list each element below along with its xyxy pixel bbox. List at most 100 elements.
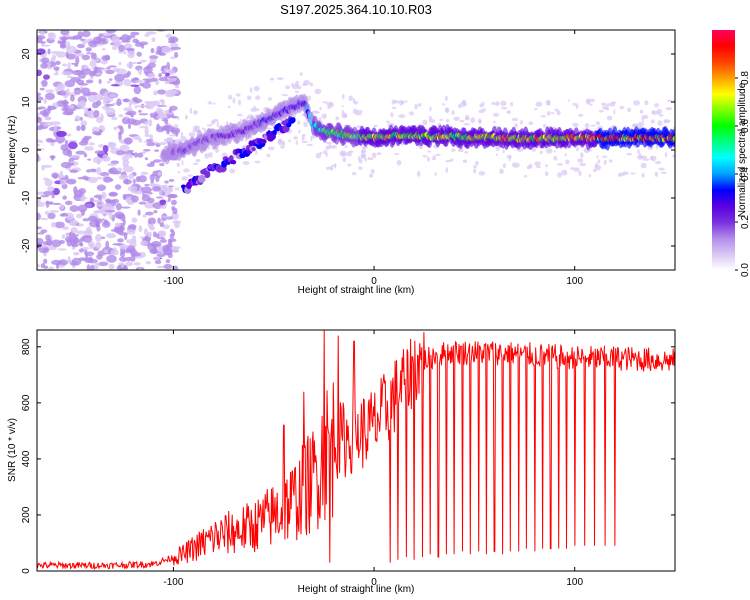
snr-y-tick-label: 800 [21, 338, 32, 355]
spectrogram-noise-cell [139, 125, 149, 129]
spectrogram-noise-cell [61, 234, 66, 239]
spectrogram-noise-cell [70, 227, 78, 234]
spectrogram-noise-cell [119, 126, 124, 135]
spectrogram-noise-cell [306, 143, 313, 147]
spectrogram-noise-cell [353, 100, 359, 105]
spectrogram-noise-cell [49, 210, 60, 213]
snr-frame [36, 329, 676, 572]
spectrogram-noise-cell [171, 212, 179, 220]
spectrogram-noise-cell [627, 107, 632, 112]
spectrogram-noise-cell [70, 62, 79, 65]
spectrogram-noise-cell [586, 100, 591, 105]
spectrogram-noise-cell [343, 113, 347, 118]
spectrogram-noise-cell [144, 133, 150, 138]
spectrogram-noise-cell [162, 224, 170, 230]
spectrogram-noise-cell [429, 106, 432, 112]
spectrogram-noise-cell [117, 214, 124, 220]
spectrogram-noise-cell [641, 173, 645, 178]
spectrogram-noise-cell [84, 146, 94, 151]
spectrogram-noise-cell [81, 247, 90, 250]
spectrogram-y-tick-label: -10 [21, 190, 32, 205]
spectrogram-noise-cell [640, 162, 647, 169]
spectrogram-noise-cell [87, 94, 97, 103]
spectrogram-noise-cell [319, 151, 323, 155]
spectrogram-noise-cell [373, 124, 378, 128]
spectrogram-noise-cell [60, 30, 70, 36]
spectrogram-branch-cell [197, 174, 206, 183]
spectrogram-noise-cell [82, 137, 90, 141]
spectrogram-noise-cell [325, 141, 333, 145]
spectrogram-noise-cell [103, 219, 109, 225]
spectrogram-noise-cell [123, 107, 133, 112]
spectrogram-branch-cell [286, 122, 292, 128]
spectrogram-noise-cell [102, 144, 109, 153]
spectrogram-noise-cell [303, 121, 308, 128]
spectrogram-noise-cell [95, 43, 105, 46]
spectrogram-noise-cell [340, 152, 347, 157]
spectrogram-noise-cell [57, 90, 68, 96]
spectrogram-noise-cell [348, 150, 354, 153]
spectrogram-noise-cell [106, 254, 117, 263]
spectrogram-noise-cell [166, 76, 177, 79]
spectrogram-noise-cell [173, 123, 179, 129]
spectrogram-noise-cell [93, 109, 100, 118]
spectrogram-noise-cell [157, 246, 162, 253]
spectrogram-noise-cell [654, 103, 659, 108]
spectrogram-noise-cell [59, 203, 64, 210]
spectrogram-noise-cell [153, 90, 158, 96]
spectrogram-noise-cell [128, 224, 137, 230]
spectrogram-noise-cell [127, 123, 132, 130]
spectrogram-noise-cell [64, 80, 76, 88]
spectrogram-noise-cell [37, 112, 40, 117]
spectrogram-noise-cell [47, 186, 55, 192]
spectrogram-noise-cell [156, 114, 166, 120]
spectrogram-noise-cell [457, 148, 464, 153]
spectrogram-noise-cell [51, 239, 62, 248]
spectrogram-noise-cell [48, 32, 56, 41]
spectrogram-noise-cell [118, 114, 124, 118]
spectrogram-noise-cell [108, 192, 117, 197]
spectrogram-noise-cell [98, 33, 104, 38]
spectrogram-noise-cell [106, 66, 111, 70]
spectrogram-noise-cell [86, 226, 92, 235]
spectrogram-noise-cell [44, 178, 53, 187]
spectrogram-noise-cell [108, 93, 117, 98]
spectrogram-noise-cell [396, 159, 402, 166]
spectrogram-noise-cell [155, 196, 164, 199]
spectrogram-noise-cell [318, 116, 322, 122]
spectrogram-noise-cell [341, 110, 345, 115]
spectrogram-noise-cell [142, 148, 151, 152]
spectrogram-noise-cell [132, 135, 142, 140]
spectrogram-noise-cell [105, 30, 117, 34]
spectrogram-noise-cell [128, 173, 135, 180]
spectrogram-noise-cell [302, 83, 307, 87]
spectrogram-noise-cell [326, 101, 334, 106]
spectrogram-noise-cell [85, 79, 94, 84]
spectrogram-noise-cell [96, 203, 104, 207]
spectrogram-noise-cell [649, 156, 654, 160]
spectrogram-noise-cell [55, 135, 66, 144]
spectrogram-noise-cell [161, 46, 171, 54]
spectrogram-noise-cell [556, 110, 561, 116]
colorbar-title: Normalized spectral amplitude [737, 82, 748, 217]
spectrogram-noise-cell [75, 213, 83, 219]
spectrogram-noise-cell [539, 150, 543, 154]
spectrogram-noise-cell [67, 133, 72, 137]
spectrogram-noise-cell [47, 105, 57, 111]
spectrogram-noise-cell [51, 259, 62, 266]
spectrogram-noise-cell [158, 73, 163, 78]
spectrogram-noise-cell [138, 41, 149, 46]
snr-x-tick-label: 100 [566, 577, 583, 588]
spectrogram-noise-cell [114, 73, 125, 82]
spectrogram-noise-cell [130, 84, 140, 87]
spectrogram-noise-cell [162, 215, 172, 218]
spectrogram-noise-cell [161, 186, 169, 192]
spectrogram-noise-cell [91, 169, 97, 173]
spectrogram-noise-cell [37, 37, 43, 44]
spectrogram-noise-cell [266, 153, 271, 158]
spectrogram-noise-cell [247, 95, 252, 101]
spectrogram-noise-cell [67, 141, 78, 150]
spectrogram-noise-cell [329, 166, 334, 169]
spectrogram-noise-cell [96, 167, 102, 175]
spectrogram-noise-cell [170, 127, 181, 135]
